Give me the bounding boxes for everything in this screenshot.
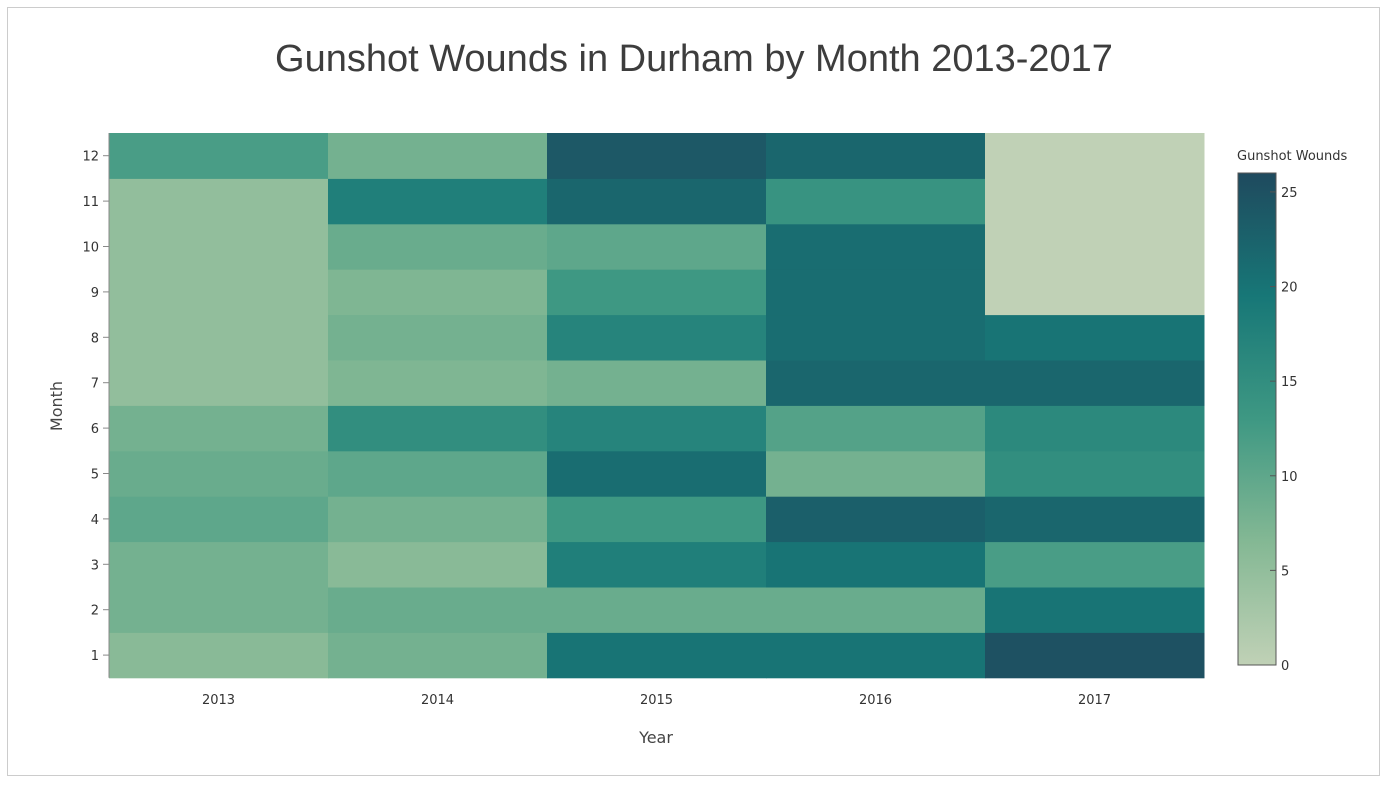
heatmap-cell-2014-2 xyxy=(328,587,548,633)
heatmap-cell-2014-10 xyxy=(328,223,548,270)
heatmap-cell-2015-4 xyxy=(547,496,767,543)
heatmap-cell-2015-9 xyxy=(547,269,767,316)
heatmap-cell-2017-12 xyxy=(985,133,1205,179)
heatmap-cell-2015-10 xyxy=(547,223,767,270)
heatmap-cell-2013-12 xyxy=(109,133,329,179)
y-tick-label-12: 12 xyxy=(82,150,99,165)
heatmap-cell-2016-12 xyxy=(766,133,986,179)
x-axis: 2013 2014 2015 2016 2017 xyxy=(202,693,1111,708)
y-tick-label-3: 3 xyxy=(91,558,99,573)
legend-tick-label-25: 25 xyxy=(1281,186,1298,201)
x-tick-label-2015: 2015 xyxy=(640,693,673,708)
heatmap-cell-2014-3 xyxy=(328,541,548,588)
y-axis-title: Month xyxy=(47,381,66,431)
heatmap-cell-2014-5 xyxy=(328,450,548,497)
heatmap-cell-2014-8 xyxy=(328,314,548,361)
legend-tick-label-5: 5 xyxy=(1281,564,1289,579)
y-tick-label-2: 2 xyxy=(91,604,99,619)
heatmap-cell-2013-7 xyxy=(109,360,329,406)
y-tick-label-10: 10 xyxy=(82,241,99,256)
heatmap-cell-2016-5 xyxy=(766,450,986,497)
heatmap-cell-2015-6 xyxy=(547,405,767,452)
heatmap-cells xyxy=(109,133,1205,679)
heatmap-cell-2013-11 xyxy=(109,178,329,225)
heatmap-cell-2016-7 xyxy=(766,360,986,406)
x-tick-label-2017: 2017 xyxy=(1078,693,1111,708)
heatmap-cell-2013-10 xyxy=(109,223,329,270)
legend-color-bar xyxy=(1237,172,1277,666)
heatmap-cell-2016-1 xyxy=(766,632,986,679)
x-tick-label-2016: 2016 xyxy=(859,693,892,708)
heatmap-cell-2014-7 xyxy=(328,360,548,406)
heatmap-cell-2013-5 xyxy=(109,450,329,497)
heatmap-cell-2015-7 xyxy=(547,360,767,406)
heatmap-cell-2017-9 xyxy=(985,269,1205,316)
heatmap-cell-2014-9 xyxy=(328,269,548,316)
heatmap-cell-2015-3 xyxy=(547,541,767,588)
heatmap-cell-2013-3 xyxy=(109,541,329,588)
x-axis-title: Year xyxy=(638,728,673,747)
heatmap-cell-2017-6 xyxy=(985,405,1205,452)
y-tick-label-1: 1 xyxy=(91,649,99,664)
heatmap-cell-2013-9 xyxy=(109,269,329,316)
legend-tick-label-0: 0 xyxy=(1281,659,1289,674)
legend-ticks: 0 5 10 15 20 25 xyxy=(1270,186,1298,674)
color-legend: Gunshot Wounds 0 5 10 15 20 25 xyxy=(1237,149,1348,674)
heatmap-cell-2017-5 xyxy=(985,450,1205,497)
heatmap-cell-2017-8 xyxy=(985,314,1205,361)
y-tick-label-6: 6 xyxy=(91,422,99,437)
heatmap-cell-2015-1 xyxy=(547,632,767,679)
heatmap-cell-2017-11 xyxy=(985,178,1205,225)
heatmap-cell-2015-11 xyxy=(547,178,767,225)
legend-tick-label-10: 10 xyxy=(1281,470,1298,485)
heatmap-cell-2016-2 xyxy=(766,587,986,633)
y-tick-label-9: 9 xyxy=(91,286,99,301)
heatmap-cell-2014-12 xyxy=(328,133,548,179)
heatmap-cell-2016-6 xyxy=(766,405,986,452)
heatmap-cell-2017-2 xyxy=(985,587,1205,633)
heatmap-cell-2014-11 xyxy=(328,178,548,225)
heatmap-cell-2014-4 xyxy=(328,496,548,543)
heatmap-cell-2017-7 xyxy=(985,360,1205,406)
heatmap-cell-2016-9 xyxy=(766,269,986,316)
heatmap-cell-2013-1 xyxy=(109,632,329,679)
heatmap-cell-2015-8 xyxy=(547,314,767,361)
y-tick-label-5: 5 xyxy=(91,468,99,483)
heatmap-cell-2016-8 xyxy=(766,314,986,361)
heatmap-cell-2016-3 xyxy=(766,541,986,588)
y-tick-label-11: 11 xyxy=(82,195,99,210)
heatmap-cell-2017-1 xyxy=(985,632,1205,679)
x-tick-label-2013: 2013 xyxy=(202,693,235,708)
x-tick-label-2014: 2014 xyxy=(421,693,454,708)
y-tick-label-4: 4 xyxy=(91,513,99,528)
heatmap-cell-2013-2 xyxy=(109,587,329,633)
heatmap-cell-2015-5 xyxy=(547,450,767,497)
heatmap-cell-2017-4 xyxy=(985,496,1205,543)
legend-tick-label-15: 15 xyxy=(1281,375,1298,390)
heatmap-cell-2016-11 xyxy=(766,178,986,225)
heatmap-cell-2015-12 xyxy=(547,133,767,179)
heatmap-cell-2013-8 xyxy=(109,314,329,361)
heatmap-cell-2015-2 xyxy=(547,587,767,633)
heatmap-cell-2013-6 xyxy=(109,405,329,452)
y-tick-label-8: 8 xyxy=(91,331,99,346)
chart-frame: Gunshot Wounds in Durham by Month 2013-2… xyxy=(7,7,1380,776)
heatmap-cell-2017-3 xyxy=(985,541,1205,588)
heatmap-cell-2014-1 xyxy=(328,632,548,679)
heatmap-chart: Gunshot Wounds in Durham by Month 2013-2… xyxy=(47,38,1348,747)
legend-title: Gunshot Wounds xyxy=(1237,149,1348,164)
heatmap-cell-2014-6 xyxy=(328,405,548,452)
heatmap-cell-2013-4 xyxy=(109,496,329,543)
heatmap-cell-2017-10 xyxy=(985,223,1205,270)
legend-tick-label-20: 20 xyxy=(1281,281,1298,296)
chart-title: Gunshot Wounds in Durham by Month 2013-2… xyxy=(275,38,1113,80)
y-tick-label-7: 7 xyxy=(91,377,99,392)
heatmap-cell-2016-4 xyxy=(766,496,986,543)
heatmap-cell-2016-10 xyxy=(766,223,986,270)
